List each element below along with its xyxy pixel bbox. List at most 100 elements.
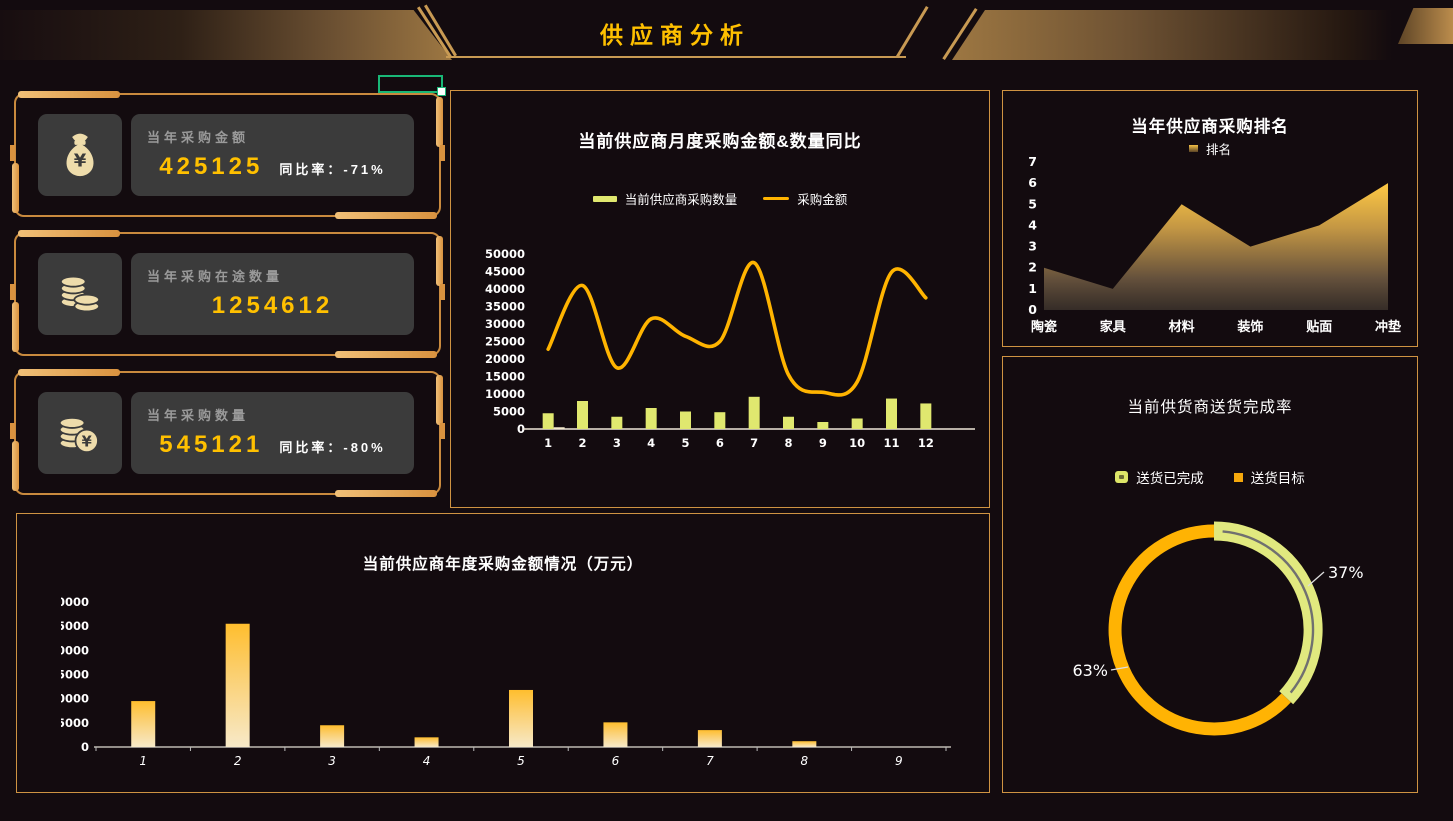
chart-legend: 当前供应商采购数量 采购金额 [451, 189, 989, 208]
svg-text:5000: 5000 [493, 405, 525, 419]
legend-item-target[interactable]: 送货目标 [1233, 467, 1305, 487]
svg-text:8: 8 [784, 436, 792, 450]
monthly-combo-chart: 0 5000 10000 15000 20000 25000 30000 35000 40000… [485, 247, 975, 450]
legend-label: 排名 [1205, 143, 1231, 157]
chart-title: 当前供货商送货完成率 [1127, 399, 1293, 416]
title-banner-edge [895, 6, 929, 58]
kpi-label: 当年采购数量 [147, 408, 250, 423]
svg-text:装饰: 装饰 [1236, 319, 1263, 335]
svg-text:10: 10 [849, 436, 865, 450]
legend-label: 当前供应商采购数量 [624, 193, 738, 207]
title-banner-edge [446, 56, 906, 58]
svg-text:1: 1 [544, 436, 552, 450]
svg-text:2: 2 [1028, 260, 1037, 275]
panel-monthly-combo: 当前供应商月度采购金额&数量同比 当前供应商采购数量 采购金额 0 5000 100… [450, 90, 990, 508]
cell-selection-marker[interactable] [378, 75, 446, 96]
kpi-label: 当年采购金额 [147, 130, 250, 145]
area-swatch-icon [1188, 145, 1198, 152]
kpi-card-in-transit-qty: 当年采购在途数量 1254612 [10, 230, 445, 358]
target-swatch-icon [1233, 472, 1243, 482]
svg-text:15000: 15000 [61, 668, 89, 682]
svg-text:3: 3 [1028, 239, 1037, 254]
kpi-ratio: 同比率：-80% [279, 440, 386, 455]
kpi-text-tile: 当年采购在途数量 1254612 [131, 253, 414, 335]
legend-item-amount[interactable]: 采购金额 [763, 189, 847, 208]
svg-text:7: 7 [750, 436, 758, 450]
svg-text:25000: 25000 [61, 619, 89, 633]
svg-text:30000: 30000 [61, 595, 89, 609]
svg-text:5000: 5000 [61, 716, 89, 730]
svg-text:家具: 家具 [1100, 319, 1126, 335]
coins-yuan-icon: ¥ [38, 392, 122, 474]
completed-swatch-icon [1115, 471, 1129, 483]
svg-text:1: 1 [1028, 281, 1037, 296]
svg-text:3: 3 [613, 436, 621, 450]
yearly-bar-chart: 0 5000 10000 15000 20000 25000 30000 1 2 3 4 5 6 7 8 9 [61, 595, 951, 768]
svg-text:3: 3 [328, 754, 336, 768]
money-bag-icon: ¥ [38, 114, 122, 196]
svg-text:4: 4 [1028, 217, 1037, 232]
svg-text:25000: 25000 [485, 335, 525, 349]
panel-supplier-ranking: 当年供应商采购排名 排名 0 1 2 3 4 5 6 7 陶瓷 家具 材料 装饰 贴面 冲垫 [1002, 90, 1418, 347]
svg-text:5: 5 [517, 754, 525, 768]
coin-stacks-icon [38, 253, 122, 335]
panel-delivery-completion: 当前供货商送货完成率 送货已完成 送货目标 37% 63% [1002, 356, 1418, 793]
selection-fill-handle[interactable] [437, 87, 446, 96]
svg-text:20000: 20000 [485, 352, 525, 366]
svg-text:20000: 20000 [61, 643, 89, 657]
delivery-donut-chart: 37% 63% [1072, 521, 1364, 736]
chart-title: 当年供应商采购排名 [1131, 118, 1289, 136]
svg-text:45000: 45000 [485, 265, 525, 279]
svg-text:9: 9 [895, 754, 903, 768]
svg-text:¥: ¥ [74, 150, 87, 171]
svg-text:2: 2 [578, 436, 586, 450]
kpi-text-tile: 当年采购金额 425125 同比率：-71% [131, 114, 414, 196]
svg-text:10000: 10000 [61, 692, 89, 706]
svg-text:2: 2 [234, 754, 242, 768]
kpi-ratio: 同比率：-71% [279, 162, 386, 177]
header-right-banner [952, 10, 1392, 60]
svg-text:35000: 35000 [485, 300, 525, 314]
kpi-value: 545121 [159, 431, 264, 458]
svg-text:7: 7 [1028, 154, 1037, 169]
svg-text:8: 8 [801, 754, 809, 768]
kpi-value: 1254612 [211, 292, 334, 319]
svg-text:40000: 40000 [485, 282, 525, 296]
svg-text:5: 5 [681, 436, 689, 450]
svg-text:6: 6 [612, 754, 620, 768]
bar-swatch-icon [592, 195, 617, 202]
legend-item-ranking[interactable]: 排名 [1188, 139, 1231, 158]
page-title: 供应商分析 [600, 22, 750, 48]
chart-title: 当前供应商月度采购金额&数量同比 [578, 132, 862, 151]
svg-text:0: 0 [517, 422, 525, 436]
svg-text:1: 1 [139, 754, 147, 768]
chart-legend: 排名 [1003, 139, 1417, 158]
svg-text:50000: 50000 [485, 247, 525, 261]
svg-text:7: 7 [706, 754, 714, 768]
svg-text:4: 4 [423, 754, 431, 768]
ranking-area-chart: 0 1 2 3 4 5 6 7 陶瓷 家具 材料 装饰 贴面 冲垫 [1028, 154, 1401, 335]
svg-text:陶瓷: 陶瓷 [1031, 319, 1057, 335]
svg-text:9: 9 [819, 436, 827, 450]
header-corner-ornament [1398, 8, 1453, 44]
svg-text:材料: 材料 [1169, 319, 1195, 335]
svg-text:0: 0 [81, 740, 89, 754]
legend-item-quantity[interactable]: 当前供应商采购数量 [592, 189, 738, 208]
svg-text:5: 5 [1028, 196, 1037, 211]
svg-text:12: 12 [918, 436, 934, 450]
chart-legend: 送货已完成 送货目标 [1003, 467, 1417, 487]
line-swatch-icon [763, 196, 790, 201]
kpi-card-purchase-qty: ¥ 当年采购数量 545121 同比率：-80% [10, 369, 445, 497]
svg-text:6: 6 [716, 436, 724, 450]
svg-text:10000: 10000 [485, 387, 525, 401]
legend-item-completed[interactable]: 送货已完成 [1115, 467, 1204, 487]
chart-title: 当前供应商年度采购金额情况（万元） [362, 556, 644, 573]
header-left-banner [0, 10, 452, 60]
svg-text:贴面: 贴面 [1306, 319, 1332, 335]
kpi-label: 当年采购在途数量 [147, 269, 284, 284]
svg-text:63%: 63% [1072, 661, 1108, 680]
svg-text:11: 11 [883, 436, 899, 450]
kpi-value: 425125 [159, 153, 264, 180]
svg-text:0: 0 [1028, 302, 1037, 317]
